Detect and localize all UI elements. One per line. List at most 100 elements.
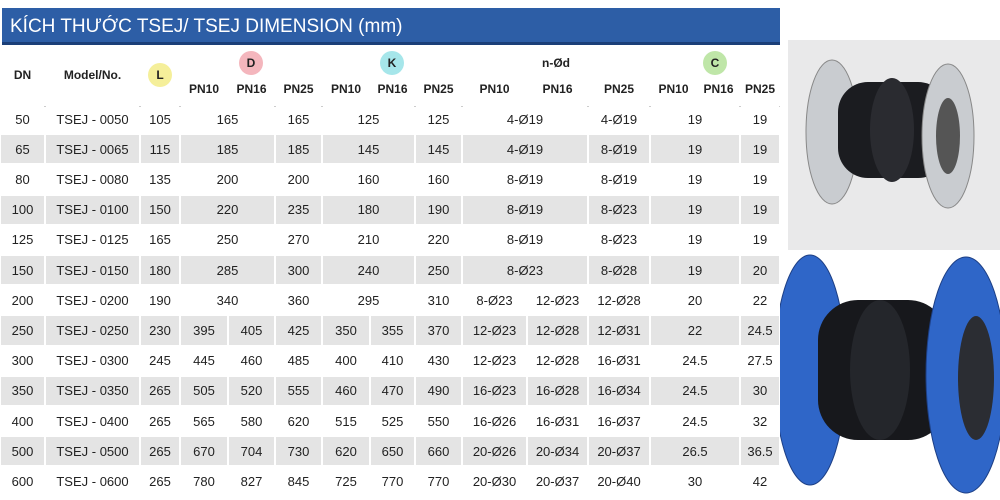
header-icon [239,51,263,75]
cell-model: TSEJ - 0150 [46,256,139,285]
cell-d: 730 [276,437,321,466]
cell-d: 285 [181,256,274,285]
cell-d: 460 [229,346,274,375]
cell-nd: 16-Ø34 [589,376,649,405]
cell-d: 520 [229,376,274,405]
cell-k: 160 [323,165,414,194]
cell-dn: 400 [1,407,44,436]
cell-c: 30 [741,376,779,405]
cell-d: 165 [276,105,321,134]
cell-nd: 20-Ø30 [463,467,526,496]
product-images [780,40,1000,500]
cell-nd: 16-Ø31 [528,407,587,436]
header-sub: PN25 [603,82,635,96]
cell-k: 460 [323,376,369,405]
cell-d: 360 [276,286,321,315]
cell-l: 230 [141,316,179,345]
cell-d: 485 [276,346,321,375]
cell-k: 770 [371,467,414,496]
cell-nd: 20-Ø40 [589,467,649,496]
cell-nd: 12-Ø23 [463,316,526,345]
cell-c: 22 [741,286,779,315]
cell-nd: 8-Ø23 [589,195,649,224]
cell-dn: 200 [1,286,44,315]
cell-d: 425 [276,316,321,345]
cell-k: 355 [371,316,414,345]
cell-c: 24.5 [651,376,739,405]
cell-nd: 12-Ø23 [463,346,526,375]
cell-k: 515 [323,407,369,436]
cell-d: 165 [181,105,274,134]
cell-nd: 12-Ø28 [528,316,587,345]
cell-d: 395 [181,316,227,345]
header-icon [703,51,727,75]
cell-k: 550 [416,407,461,436]
cell-k: 660 [416,437,461,466]
cell-k: 125 [323,105,414,134]
cell-nd: 8-Ø19 [463,225,587,254]
cell-k: 190 [416,195,461,224]
cell-c: 24.5 [741,316,779,345]
cell-k: 725 [323,467,369,496]
bellow [850,300,910,440]
bellow [870,78,914,182]
cell-k: 490 [416,376,461,405]
cell-nd: 16-Ø23 [463,376,526,405]
cell-model: TSEJ - 0100 [46,195,139,224]
header-group: K [387,56,397,70]
cell-c: 24.5 [651,346,739,375]
cell-dn: 300 [1,346,44,375]
cell-nd: 12-Ø28 [589,286,649,315]
cell-l: 115 [141,135,179,164]
header-sub: PN16 [377,82,408,96]
cell-c: 27.5 [741,346,779,375]
cell-k: 770 [416,467,461,496]
cell-dn: 150 [1,256,44,285]
cell-l: 135 [141,165,179,194]
cell-c: 20 [741,256,779,285]
cell-dn: 500 [1,437,44,466]
cell-l: 265 [141,376,179,405]
cell-k: 370 [416,316,461,345]
cell-d: 580 [229,407,274,436]
cell-d: 300 [276,256,321,285]
cell-d: 235 [276,195,321,224]
cell-nd: 8-Ø19 [463,195,587,224]
cell-model: TSEJ - 0250 [46,316,139,345]
cell-l: 245 [141,346,179,375]
cell-d: 200 [181,165,274,194]
cell-k: 180 [323,195,414,224]
cell-c: 19 [741,135,779,164]
cell-nd: 16-Ø26 [463,407,526,436]
header-icon [380,51,404,75]
header-icon [148,63,172,87]
cell-k: 430 [416,346,461,375]
cell-d: 780 [181,467,227,496]
cell-nd: 20-Ø34 [528,437,587,466]
cell-k: 125 [416,105,461,134]
cell-c: 30 [651,467,739,496]
cell-c: 32 [741,407,779,436]
header-sub: PN10 [330,82,362,96]
cell-model: TSEJ - 0080 [46,165,139,194]
cell-l: 265 [141,407,179,436]
cell-nd: 12-Ø23 [528,286,587,315]
cell-d: 505 [181,376,227,405]
cell-d: 200 [276,165,321,194]
cell-k: 295 [323,286,414,315]
header-sub: PN10 [188,82,220,96]
cell-dn: 125 [1,225,44,254]
cell-dn: 350 [1,376,44,405]
cell-c: 26.5 [651,437,739,466]
header-sub: PN16 [542,82,573,96]
cell-c: 19 [741,195,779,224]
cell-k: 210 [323,225,414,254]
cell-nd: 4-Ø19 [589,105,649,134]
cell-c: 36.5 [741,437,779,466]
header-sub: PN10 [658,82,689,96]
cell-nd: 20-Ø37 [528,467,587,496]
header-sub: PN16 [236,82,267,96]
cell-k: 250 [416,256,461,285]
cell-model: TSEJ - 0600 [46,467,139,496]
